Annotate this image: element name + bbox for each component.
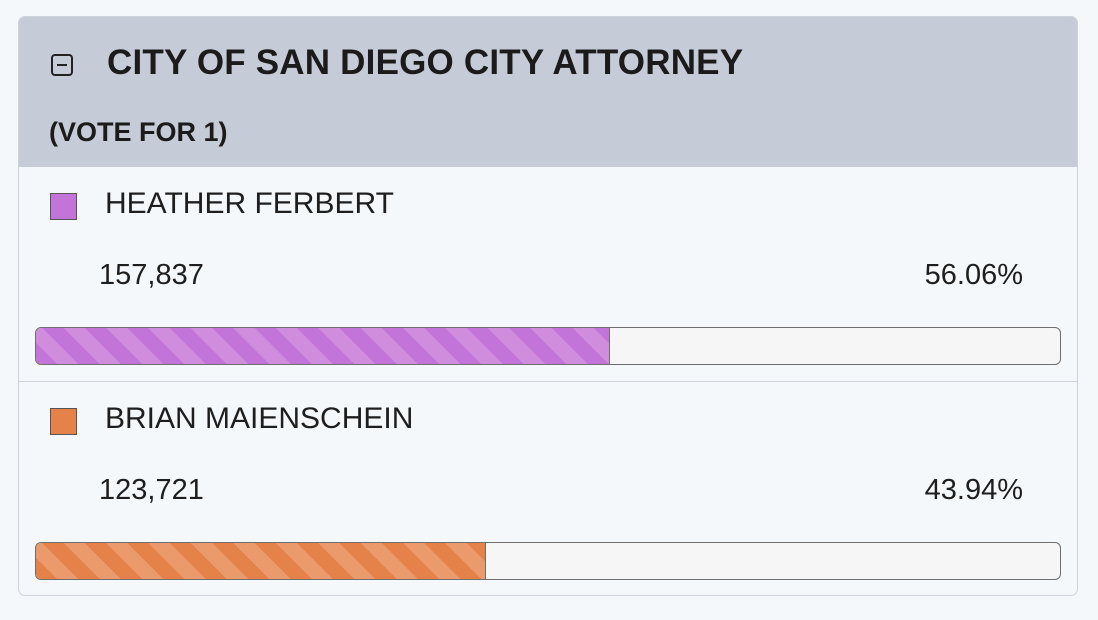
candidate-color-swatch [50,408,77,435]
candidate-color-swatch [50,193,77,220]
candidate-percent: 43.94% [924,474,1023,506]
contest-title: CITY OF SAN DIEGO CITY ATTORNEY [107,43,744,82]
vote-share-bar [35,542,1061,580]
candidate-votes: 157,837 [99,259,204,291]
vote-share-bar [35,327,1061,365]
candidate-name: HEATHER FERBERT [105,187,394,220]
candidate-row: HEATHER FERBERT 157,837 56.06% [19,167,1077,381]
vote-for-label: (VOTE FOR 1) [49,117,228,147]
candidate-percent: 56.06% [924,259,1023,291]
candidate-divider [19,381,1077,382]
candidate-votes: 123,721 [99,474,204,506]
vote-share-bar-fill [36,543,486,579]
minus-square-icon[interactable] [51,54,73,76]
candidate-name: BRIAN MAIENSCHEIN [105,402,414,435]
contest-header: CITY OF SAN DIEGO CITY ATTORNEY (VOTE FO… [19,17,1077,167]
vote-share-bar-fill [36,328,611,364]
contest-card: CITY OF SAN DIEGO CITY ATTORNEY (VOTE FO… [18,16,1078,596]
candidate-row: BRIAN MAIENSCHEIN 123,721 43.94% [19,382,1077,595]
